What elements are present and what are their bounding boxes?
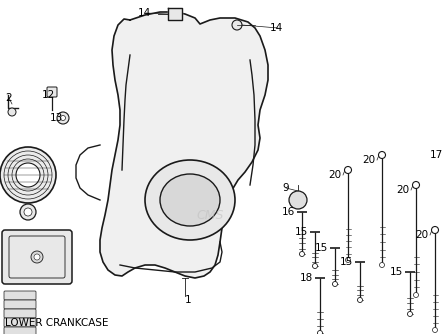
Text: CMS: CMS [196,208,224,221]
Ellipse shape [145,160,235,240]
Circle shape [232,20,242,30]
Polygon shape [100,12,268,278]
Text: 15: 15 [340,257,353,267]
Circle shape [0,147,56,203]
FancyBboxPatch shape [4,318,36,327]
Text: 16: 16 [282,207,295,217]
Circle shape [8,108,16,116]
Circle shape [24,208,32,216]
FancyBboxPatch shape [4,300,36,309]
Text: 1: 1 [185,295,192,305]
Circle shape [344,167,351,173]
FancyBboxPatch shape [4,309,36,318]
Text: 14: 14 [270,23,283,33]
Circle shape [300,252,305,257]
Text: 9: 9 [282,183,289,193]
Ellipse shape [160,174,220,226]
Circle shape [413,293,418,298]
Text: 20: 20 [328,170,341,180]
Text: 17: 17 [430,150,443,160]
Circle shape [313,264,318,269]
Circle shape [318,331,322,334]
Text: LOWER CRANKCASE: LOWER CRANKCASE [5,318,108,328]
FancyBboxPatch shape [47,87,57,97]
Text: 20: 20 [396,185,409,195]
Polygon shape [168,8,182,20]
Text: 20: 20 [415,230,428,240]
Circle shape [379,152,385,159]
Text: 18: 18 [300,273,313,283]
Circle shape [413,181,420,188]
Circle shape [20,204,36,220]
Text: 13: 13 [50,113,63,123]
Circle shape [408,312,413,317]
Text: 20: 20 [362,155,375,165]
Text: 12: 12 [42,90,55,100]
Circle shape [333,282,338,287]
Circle shape [16,163,40,187]
Circle shape [346,258,351,263]
Text: 15: 15 [390,267,403,277]
Text: 14: 14 [138,8,151,18]
Circle shape [57,112,69,124]
FancyBboxPatch shape [4,291,36,300]
FancyBboxPatch shape [4,327,36,334]
Text: 2: 2 [5,93,12,103]
Circle shape [61,116,66,121]
FancyBboxPatch shape [2,230,72,284]
Circle shape [31,251,43,263]
Circle shape [431,226,438,233]
Circle shape [289,191,307,209]
Circle shape [34,254,40,260]
Circle shape [358,298,363,303]
Text: 15: 15 [295,227,308,237]
Text: 15: 15 [315,243,328,253]
Circle shape [433,328,438,333]
Circle shape [380,263,384,268]
